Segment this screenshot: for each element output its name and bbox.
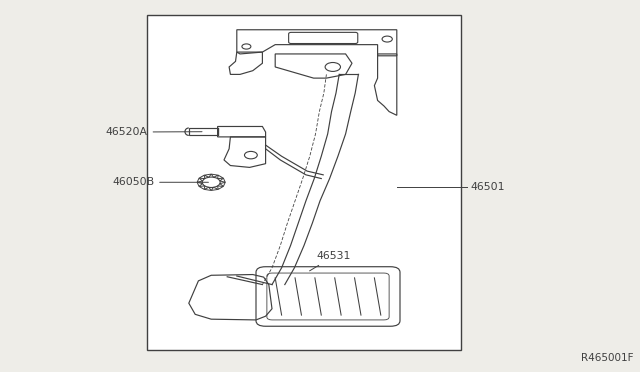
Bar — [147, 15, 461, 350]
Text: 46501: 46501 — [470, 182, 505, 192]
Text: 46531: 46531 — [310, 251, 351, 271]
Text: 46050B: 46050B — [112, 177, 209, 187]
Text: R465001F: R465001F — [581, 353, 634, 363]
Text: 46520A: 46520A — [106, 127, 202, 137]
